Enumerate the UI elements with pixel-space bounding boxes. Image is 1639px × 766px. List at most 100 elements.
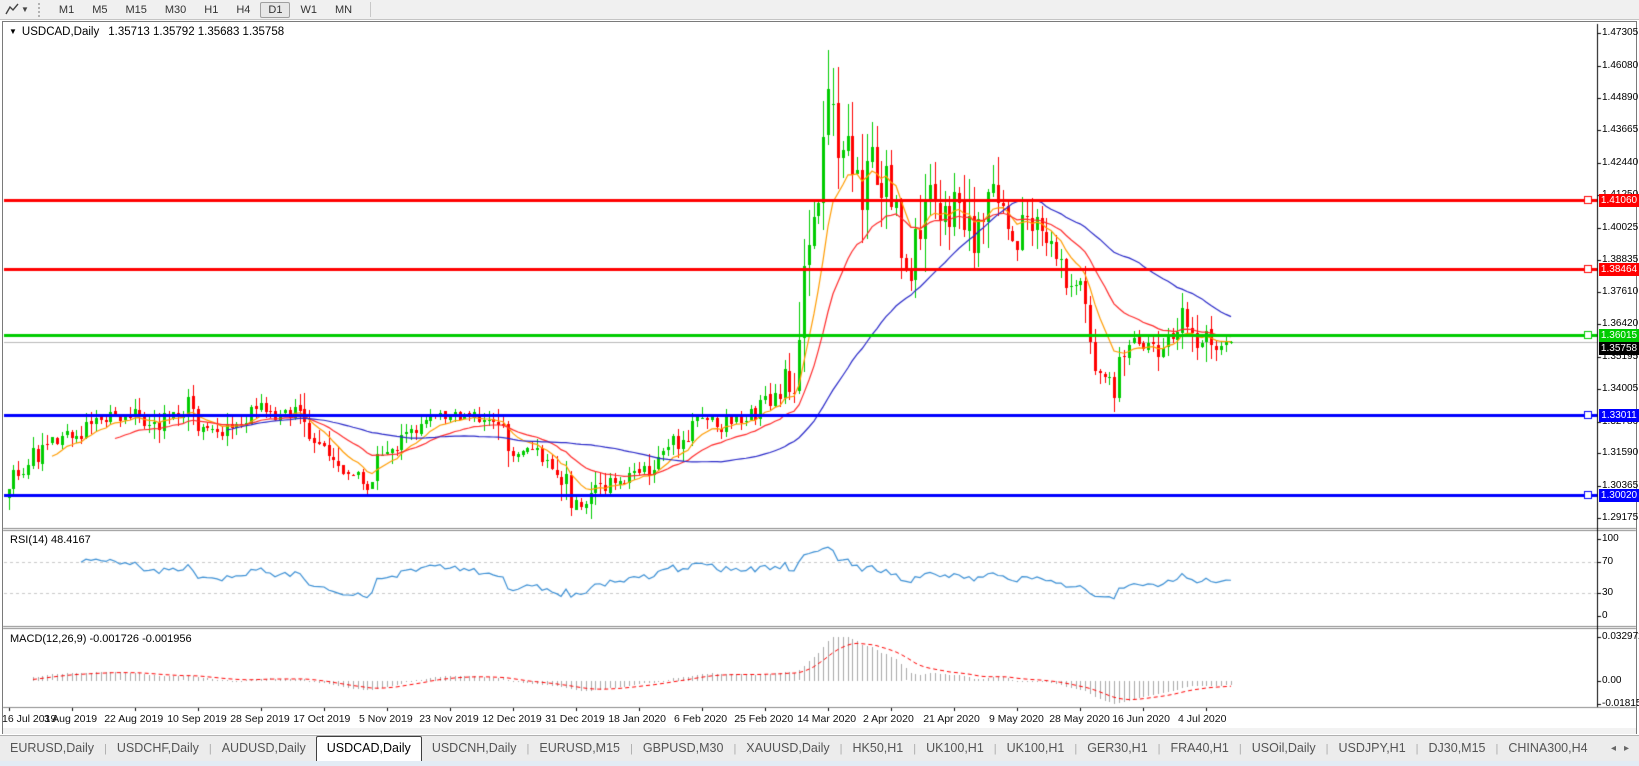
price-tick-label: 1.34005 bbox=[1602, 382, 1639, 394]
macd-tick-label: 0.00 bbox=[1602, 674, 1622, 686]
chart-tab-uk100-h1[interactable]: UK100,H1 bbox=[1006, 740, 1065, 755]
date-tick-label: 2 Apr 2020 bbox=[863, 713, 914, 725]
price-tick-label: 1.36420 bbox=[1602, 318, 1639, 330]
chart-tab-hk50-h1[interactable]: HK50,H1 bbox=[852, 740, 904, 755]
level-price-badge: 1.38464 bbox=[1599, 262, 1639, 276]
dropdown-caret-icon[interactable]: ▼ bbox=[21, 5, 29, 14]
rsi-label: RSI(14) 48.4167 bbox=[10, 534, 91, 546]
collapse-triangle-icon[interactable]: ▼ bbox=[9, 27, 17, 36]
macd-tick-label: -0.018154 bbox=[1602, 698, 1639, 709]
chart-tab-usdjpy-h1[interactable]: USDJPY,H1 bbox=[1338, 740, 1406, 755]
rsi-tick-label: 100 bbox=[1602, 533, 1619, 544]
date-tick-label: 5 Nov 2019 bbox=[359, 713, 413, 725]
date-tick-label: 23 Nov 2019 bbox=[419, 713, 479, 725]
status-strip bbox=[0, 761, 1639, 766]
chart-tab-uk100-h1[interactable]: UK100,H1 bbox=[926, 740, 984, 755]
price-tick-label: 1.47305 bbox=[1602, 27, 1639, 38]
tab-separator: | bbox=[1238, 742, 1242, 755]
tab-separator: | bbox=[526, 742, 530, 755]
timeframe-buttons: M1 M5 M15 M30 H1 H4 D1 W1 MN bbox=[50, 1, 361, 18]
current-price-badge: 1.35758 bbox=[1599, 342, 1639, 355]
chart-tab-usdchf-daily[interactable]: USDCHF,Daily bbox=[116, 740, 199, 755]
price-tick-label: 1.43665 bbox=[1602, 124, 1639, 136]
symbol-period-label: USDCAD,Daily bbox=[21, 26, 100, 38]
chart-tabs: EURUSD,Daily | USDCHF,Daily | AUDUSD,Daily US… bbox=[0, 736, 1601, 761]
chart-tab-gbpusd-m30[interactable]: GBPUSD,M30 bbox=[642, 740, 724, 755]
timeframe-button-h1[interactable]: H1 bbox=[204, 3, 219, 16]
level-price-badge: 1.41060 bbox=[1599, 193, 1639, 207]
chart-tab-eurusd-m15[interactable]: EURUSD,M15 bbox=[539, 740, 620, 755]
date-tick-label: 17 Oct 2019 bbox=[293, 713, 351, 725]
date-tick-label: 14 Mar 2020 bbox=[797, 713, 857, 725]
timeframe-button-m15[interactable]: M15 bbox=[125, 3, 147, 16]
timeframe-toolbar: ▼ M1 M5 M15 M30 H1 H4 D1 W1 MN bbox=[0, 0, 1639, 20]
chart-tab-bar: EURUSD,Daily | USDCHF,Daily | AUDUSD,Daily US… bbox=[0, 735, 1639, 761]
tab-separator: | bbox=[1415, 742, 1419, 755]
chart-tab-eurusd-daily[interactable]: EURUSD,Daily bbox=[10, 740, 95, 755]
price-tick-label: 1.44890 bbox=[1602, 91, 1639, 103]
timeframe-button-m30[interactable]: M30 bbox=[164, 3, 187, 16]
price-tick-label: 1.30365 bbox=[1602, 480, 1639, 492]
date-tick-label: 22 Aug 2019 bbox=[104, 713, 164, 725]
price-tick-label: 1.38835 bbox=[1602, 253, 1639, 265]
chart-title: ▼ USDCAD,Daily 1.35713 1.35792 1.35683 1.3… bbox=[9, 26, 284, 38]
price-tick-label: 1.31590 bbox=[1602, 447, 1639, 459]
chart-tab-dj30-m15[interactable]: DJ30,M15 bbox=[1428, 740, 1486, 755]
chart-tab-fra40-h1[interactable]: FRA40,H1 bbox=[1170, 740, 1229, 755]
price-tick-label: 1.35195 bbox=[1602, 350, 1639, 362]
tab-separator: | bbox=[1157, 742, 1161, 755]
chart-tab-ger30-h1[interactable]: GER30,H1 bbox=[1087, 740, 1148, 755]
ohlc-quote: 1.35713 1.35792 1.35683 1.35758 bbox=[108, 26, 285, 38]
tab-separator: | bbox=[913, 742, 917, 755]
date-tick-label: 4 Jul 2020 bbox=[1178, 713, 1227, 725]
date-tick-label: 6 Feb 2020 bbox=[674, 713, 728, 725]
price-tick-label: 1.46080 bbox=[1602, 59, 1639, 71]
tab-separator: | bbox=[104, 742, 107, 755]
chart-tab-xauusd-daily[interactable]: XAUUSD,Daily bbox=[746, 740, 830, 755]
date-tick-label: 21 Apr 2020 bbox=[923, 713, 980, 725]
chart-tab-china300-h4[interactable]: CHINA300,H4 bbox=[1508, 740, 1588, 755]
date-tick-label: 16 Jul 2019 bbox=[2, 713, 57, 725]
level-price-badge: 1.36015 bbox=[1599, 328, 1639, 342]
timeframe-button-m1[interactable]: M1 bbox=[58, 3, 75, 16]
toolbar-grip[interactable] bbox=[37, 2, 42, 17]
level-price-badge: 1.33011 bbox=[1599, 408, 1639, 422]
price-tick-label: 1.40025 bbox=[1602, 221, 1639, 233]
timeframe-button-h4[interactable]: H4 bbox=[236, 3, 251, 16]
date-tick-label: 18 Jan 2020 bbox=[608, 713, 666, 725]
rsi-tick-label: 70 bbox=[1602, 556, 1614, 568]
rsi-tick-label: 30 bbox=[1602, 586, 1614, 598]
chart-tab-usdcnh-daily[interactable]: USDCNH,Daily bbox=[431, 740, 517, 755]
chart-tab-audusd-daily[interactable]: AUDUSD,Daily bbox=[221, 740, 306, 755]
date-tick-label: 10 Sep 2019 bbox=[167, 713, 227, 725]
tab-separator: | bbox=[993, 742, 997, 755]
chart-tab-usoil-daily[interactable]: USOil,Daily bbox=[1251, 740, 1316, 755]
date-strip bbox=[3, 728, 1636, 734]
tab-scroll-left-icon[interactable]: ◂ bbox=[1610, 743, 1616, 754]
timeframe-button-m5[interactable]: M5 bbox=[92, 3, 108, 16]
rsi-tick-label: 0 bbox=[1602, 610, 1608, 621]
date-tick-label: 28 May 2020 bbox=[1049, 713, 1110, 725]
cursor-tool-icon[interactable] bbox=[3, 2, 21, 18]
tab-separator: | bbox=[839, 742, 843, 755]
timeframe-button-mn[interactable]: MN bbox=[334, 3, 353, 16]
tab-separator: | bbox=[629, 742, 633, 755]
tab-scroll-right-icon[interactable]: ▸ bbox=[1623, 743, 1629, 754]
tab-separator: | bbox=[1495, 742, 1499, 755]
tab-separator: | bbox=[1325, 742, 1329, 755]
toolbar-separator bbox=[370, 2, 372, 17]
timeframe-button-d1[interactable]: D1 bbox=[260, 1, 291, 18]
date-tick-label: 12 Dec 2019 bbox=[482, 713, 542, 725]
level-price-badge: 1.30020 bbox=[1599, 488, 1639, 502]
date-tick-label: 16 Jun 2020 bbox=[1112, 713, 1170, 725]
tab-separator: | bbox=[208, 742, 212, 755]
timeframe-button-w1[interactable]: W1 bbox=[300, 3, 317, 16]
date-tick-label: 25 Feb 2020 bbox=[734, 713, 794, 725]
macd-tick-label: 0.032972 bbox=[1602, 631, 1639, 642]
date-tick-label: 3 Aug 2019 bbox=[44, 713, 98, 725]
tab-separator: | bbox=[733, 742, 737, 755]
price-tick-label: 1.29175 bbox=[1602, 511, 1639, 523]
date-tick-label: 31 Dec 2019 bbox=[545, 713, 605, 725]
chart-tab-usdcad-daily[interactable]: USDCAD,Daily bbox=[315, 736, 422, 761]
